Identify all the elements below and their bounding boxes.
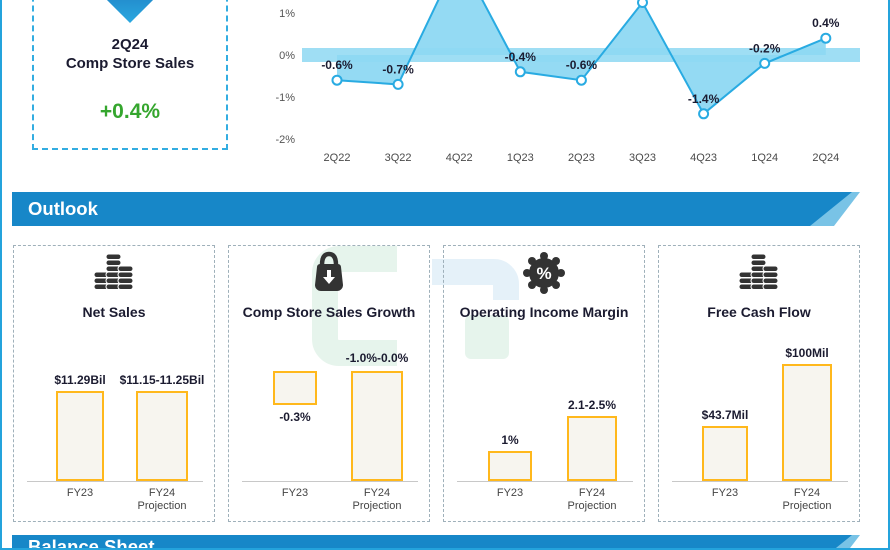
y-tick-label: -2% (275, 134, 295, 146)
coins-icon (737, 251, 781, 300)
bar-fy24 (351, 371, 403, 481)
banner-bar (12, 535, 852, 550)
card-title: Net Sales (82, 304, 146, 320)
data-label: -0.2% (749, 41, 781, 55)
bar-value-label: 1% (501, 433, 519, 447)
x-tick-label: 4Q22 (446, 152, 473, 164)
bar-category-label: FY23 (66, 487, 94, 499)
x-tick-label: 3Q22 (385, 152, 412, 164)
axis-line (242, 481, 418, 482)
bar-value-label: $43.7Mil (701, 408, 749, 422)
bar-fy23 (56, 391, 104, 481)
data-point (392, 78, 404, 90)
axis-line (27, 481, 203, 482)
area-fill (337, 0, 826, 114)
data-point (331, 74, 343, 86)
down-arrow-icon (105, 0, 155, 24)
data-point (820, 32, 832, 44)
outlook-banner: Outlook (12, 192, 860, 226)
data-point (698, 108, 710, 120)
outlook-section-title: Outlook (28, 198, 98, 219)
data-label: 0.4% (812, 16, 840, 30)
bar-category-label: FY24 Projection (137, 487, 187, 512)
bar-fy23 (273, 371, 317, 405)
x-tick-label: 1Q24 (751, 152, 778, 164)
outlook-card-comp-store-sales-growth: Comp Store Sales Growth -0.3% -1.0%-0.0%… (228, 245, 430, 522)
data-point (575, 74, 587, 86)
data-label: -0.4% (505, 50, 537, 64)
data-label: -1.4% (688, 92, 720, 106)
outlook-card-operating-income-margin: % Operating Income Margin 1% 2.1-2.5% FY… (443, 245, 645, 522)
bar-value-label: -1.0%-0.0% (345, 351, 409, 365)
card-title: Operating Income Margin (459, 304, 629, 320)
x-tick-label: 4Q23 (690, 152, 717, 164)
bar-fy24 (782, 364, 832, 481)
x-tick-label: 1Q23 (507, 152, 534, 164)
outlook-card-net-sales: Net Sales $11.29Bil $11.15-11.25Bil FY23… (13, 245, 215, 522)
percent-badge-icon: % (522, 251, 566, 300)
weight-icon (309, 251, 349, 300)
bar-value-label: 2.1-2.5% (567, 398, 617, 412)
bar-value-label: -0.3% (279, 410, 311, 424)
data-label: -0.6% (321, 58, 353, 72)
bar-category-label: FY23 (711, 487, 739, 499)
axis-line (672, 481, 848, 482)
card-title: Free Cash Flow (707, 304, 811, 320)
bar-category-label: FY24 Projection (352, 487, 402, 512)
y-tick-label: -1% (275, 92, 295, 104)
coins-icon (92, 251, 136, 300)
bar-value-label: $11.15-11.25Bil (119, 373, 205, 387)
data-point (514, 66, 526, 78)
bar-fy23 (702, 426, 748, 481)
bar-category-label: FY24 Projection (567, 487, 617, 512)
bar-value-label: $11.29Bil (54, 373, 106, 387)
x-tick-label: 3Q23 (629, 152, 656, 164)
bar-category-label: FY23 (496, 487, 524, 499)
bar-category-label: FY23 (281, 487, 309, 499)
y-tick-label: 1% (279, 8, 295, 20)
kpi-value: +0.4% (99, 100, 161, 123)
card-title: Comp Store Sales Growth (242, 304, 416, 320)
outlook-cards-row: Net Sales $11.29Bil $11.15-11.25Bil FY23… (13, 245, 860, 522)
svg-text:%: % (536, 264, 551, 283)
kpi-quarter: 2Q24 (111, 36, 149, 53)
comp-sales-kpi-card: 2Q24 Comp Store Sales +0.4% (32, 0, 228, 150)
y-tick-label: 0% (279, 50, 295, 62)
data-point (759, 57, 771, 69)
x-tick-label: 2Q22 (324, 152, 351, 164)
x-tick-label: 2Q24 (812, 152, 839, 164)
bar-fy23 (488, 451, 532, 481)
data-label: -0.6% (566, 58, 598, 72)
x-tick-label: 2Q23 (568, 152, 595, 164)
bar-fy24 (136, 391, 188, 481)
balance-sheet-section-title: Balance Sheet (28, 536, 155, 550)
bar-fy24 (567, 416, 617, 481)
comp-sales-trend-chart: -0.6% -0.7% -0.4% -0.6% -1.4% -0.2% 0.4% 1% 0% -1… (275, 0, 860, 164)
balance-sheet-banner: Balance Sheet (12, 535, 860, 550)
banner-bar (12, 192, 852, 226)
bar-value-label: $100Mil (785, 346, 829, 360)
outlook-card-free-cash-flow: Free Cash Flow $43.7Mil $100Mil FY23 FY2… (658, 245, 860, 522)
kpi-metric: Comp Store Sales (65, 55, 195, 72)
bar-category-label: FY24 Projection (782, 487, 832, 512)
axis-line (457, 481, 633, 482)
data-point (637, 0, 648, 8)
data-label: -0.7% (382, 62, 414, 76)
